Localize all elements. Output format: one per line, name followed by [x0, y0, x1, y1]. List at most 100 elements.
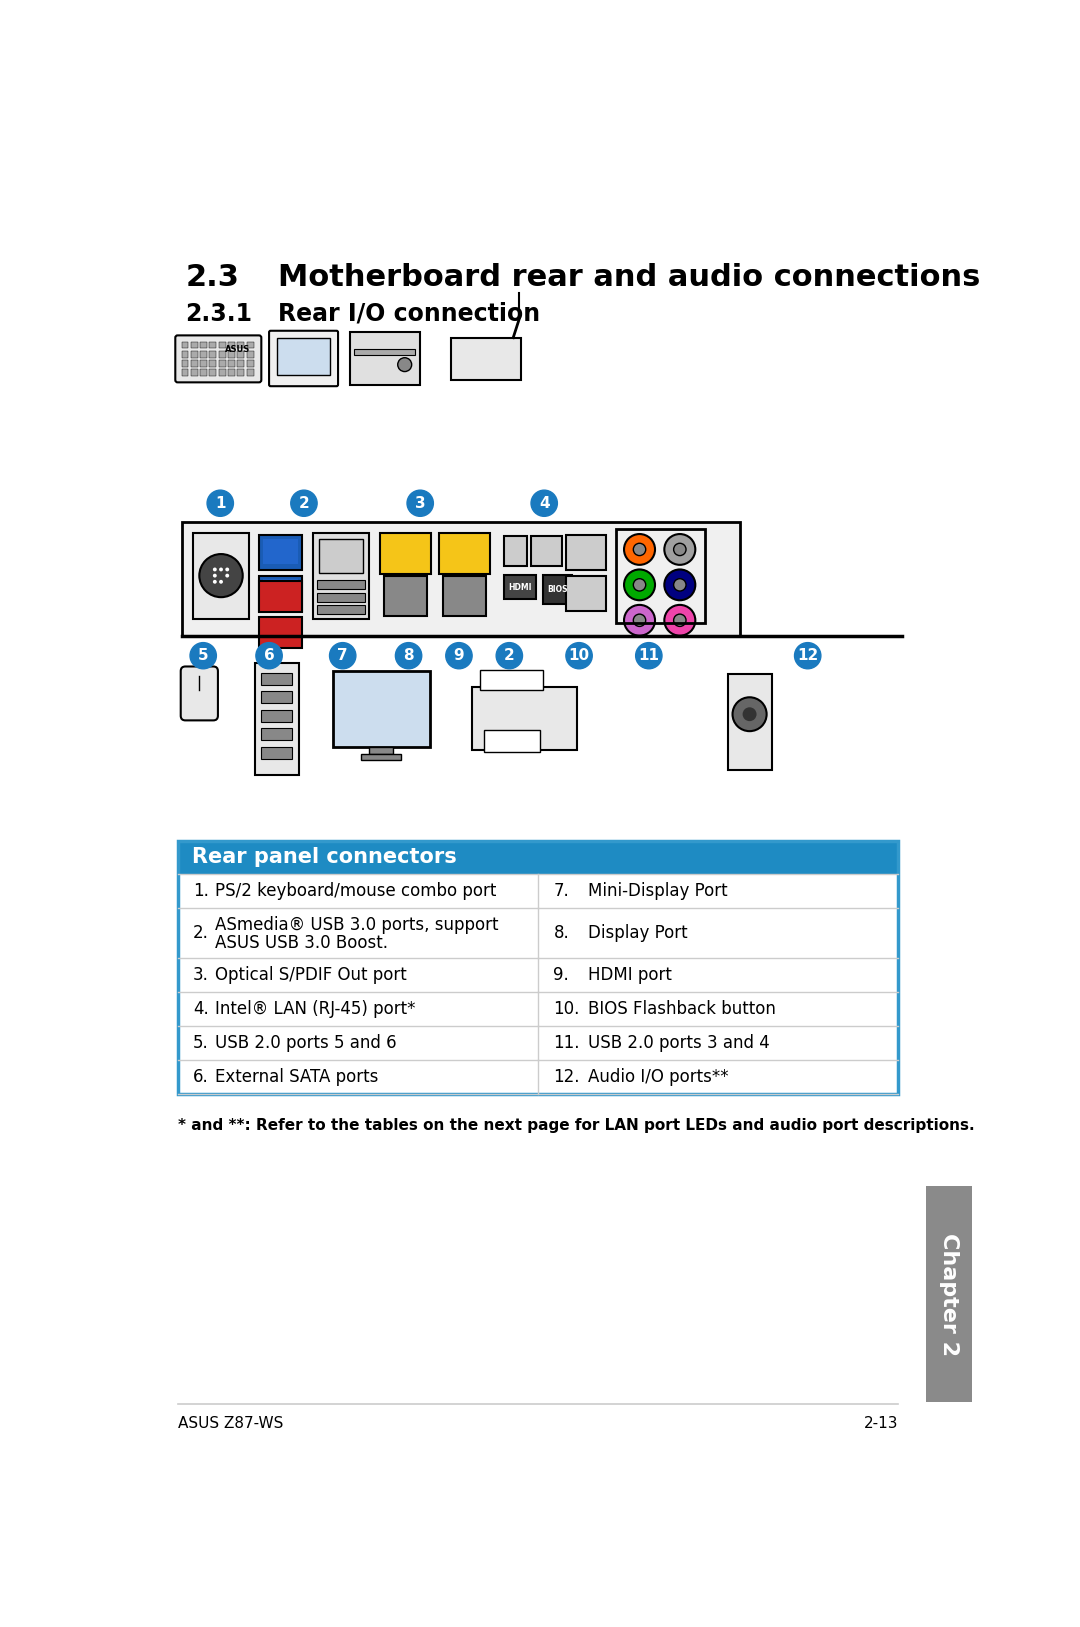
Bar — [333, 670, 430, 747]
Circle shape — [190, 643, 216, 669]
Text: 3: 3 — [415, 496, 426, 511]
Text: 2: 2 — [298, 496, 309, 511]
Bar — [261, 672, 293, 685]
Bar — [210, 342, 216, 348]
Text: BIOS: BIOS — [548, 586, 568, 594]
Bar — [926, 1186, 972, 1402]
Circle shape — [674, 579, 686, 591]
Circle shape — [213, 574, 217, 578]
Bar — [177, 908, 899, 958]
Bar — [200, 369, 207, 376]
Bar — [566, 576, 606, 612]
Bar — [451, 338, 521, 381]
Text: BIOS Flashback button: BIOS Flashback button — [589, 1001, 777, 1019]
Bar — [320, 539, 363, 573]
Text: 12.: 12. — [554, 1067, 580, 1085]
Text: PS/2 keyboard/mouse combo port: PS/2 keyboard/mouse combo port — [215, 882, 496, 900]
Bar — [261, 709, 293, 722]
Circle shape — [674, 613, 686, 626]
Circle shape — [291, 490, 318, 516]
Bar — [200, 351, 207, 358]
Text: 7.: 7. — [554, 882, 569, 900]
Bar — [228, 369, 235, 376]
Circle shape — [664, 605, 696, 636]
Circle shape — [207, 490, 233, 516]
Text: 10: 10 — [568, 648, 590, 664]
Text: 11.: 11. — [554, 1035, 580, 1053]
Circle shape — [496, 643, 523, 669]
Circle shape — [636, 643, 662, 669]
Bar — [246, 369, 254, 376]
Circle shape — [664, 534, 696, 565]
Text: 8: 8 — [403, 648, 414, 664]
Text: ASUS USB 3.0 Boost.: ASUS USB 3.0 Boost. — [215, 934, 388, 952]
Circle shape — [407, 490, 433, 516]
Circle shape — [566, 643, 592, 669]
Bar — [259, 581, 301, 612]
Text: Chapter 2: Chapter 2 — [939, 1233, 959, 1355]
Bar — [238, 369, 244, 376]
Bar — [438, 532, 490, 574]
Circle shape — [200, 555, 243, 597]
Text: 2: 2 — [504, 648, 515, 664]
Bar — [362, 755, 401, 760]
Bar — [261, 727, 293, 740]
Bar — [210, 369, 216, 376]
Circle shape — [633, 579, 646, 591]
Text: 2.3: 2.3 — [186, 264, 240, 291]
Text: 11: 11 — [638, 648, 659, 664]
Text: Mini-Display Port: Mini-Display Port — [589, 882, 728, 900]
Bar — [218, 360, 226, 368]
Bar — [181, 342, 189, 348]
Circle shape — [395, 643, 422, 669]
Text: 5.: 5. — [193, 1035, 208, 1053]
Bar — [261, 747, 293, 758]
Circle shape — [743, 708, 757, 721]
Text: ASUS Z87-WS: ASUS Z87-WS — [177, 1417, 283, 1432]
Bar — [318, 605, 365, 613]
Bar — [246, 360, 254, 368]
Bar — [193, 532, 248, 618]
Circle shape — [795, 643, 821, 669]
Bar — [181, 351, 189, 358]
Circle shape — [226, 574, 229, 578]
Text: 4: 4 — [539, 496, 550, 511]
Circle shape — [397, 358, 411, 371]
Bar — [238, 360, 244, 368]
Bar — [228, 360, 235, 368]
Bar — [255, 664, 299, 774]
Bar — [181, 522, 740, 636]
Text: ASUS: ASUS — [226, 345, 251, 353]
Bar — [246, 342, 254, 348]
Bar — [228, 351, 235, 358]
Text: 12: 12 — [797, 648, 819, 664]
FancyBboxPatch shape — [180, 667, 218, 721]
Circle shape — [219, 579, 222, 584]
Text: 1: 1 — [215, 496, 226, 511]
Text: ASmedia® USB 3.0 ports, support: ASmedia® USB 3.0 ports, support — [215, 916, 498, 934]
Bar — [616, 529, 704, 623]
Text: 4.: 4. — [193, 1001, 208, 1019]
Bar — [383, 576, 428, 615]
Text: Audio I/O ports**: Audio I/O ports** — [589, 1067, 729, 1085]
Bar — [261, 691, 293, 703]
Circle shape — [329, 643, 356, 669]
Bar — [200, 360, 207, 368]
Text: 6: 6 — [264, 648, 274, 664]
FancyBboxPatch shape — [269, 330, 338, 386]
Bar — [531, 537, 562, 566]
Bar — [218, 369, 226, 376]
Text: 5: 5 — [198, 648, 208, 664]
Circle shape — [219, 568, 222, 571]
FancyBboxPatch shape — [175, 335, 261, 382]
Bar — [238, 342, 244, 348]
Bar — [480, 670, 543, 690]
Text: External SATA ports: External SATA ports — [215, 1067, 378, 1085]
Bar — [380, 532, 431, 574]
Circle shape — [213, 568, 217, 571]
Circle shape — [446, 643, 472, 669]
Bar — [181, 360, 189, 368]
Circle shape — [213, 579, 217, 584]
Bar — [443, 576, 486, 615]
Bar — [191, 351, 198, 358]
